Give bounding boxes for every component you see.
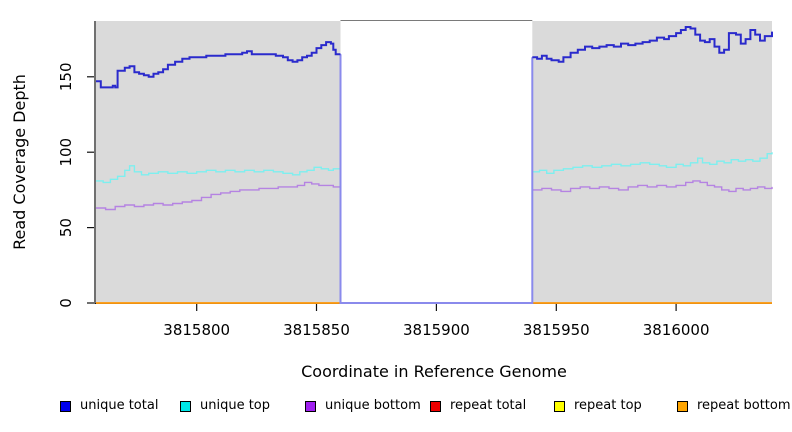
y-axis-title: Read Coverage Depth: [10, 74, 29, 250]
x-tick-label: 3815950: [523, 321, 590, 339]
x-tick-label: 3815850: [283, 321, 350, 339]
series-unique-total: [532, 26, 773, 63]
panel-shade: [532, 21, 772, 303]
y-tick-label: 50: [57, 218, 75, 237]
series-unique-total: [96, 41, 341, 89]
series-unique-bottom: [96, 181, 341, 211]
series-unique-top: [96, 165, 342, 184]
x-tick-label: 3815800: [163, 321, 230, 339]
panel-shade: [96, 21, 341, 303]
series-unique-top: [532, 152, 773, 174]
x-tick-label: 3816000: [643, 321, 710, 339]
y-tick-label: 150: [57, 62, 75, 91]
y-tick-label: 0: [57, 298, 75, 308]
series-unique-bottom: [532, 180, 773, 193]
x-tick-label: 3815900: [403, 321, 470, 339]
x-axis-title: Coordinate in Reference Genome: [301, 362, 567, 381]
series-unique-total-gap: [339, 54, 534, 304]
y-tick-label: 100: [57, 138, 75, 167]
